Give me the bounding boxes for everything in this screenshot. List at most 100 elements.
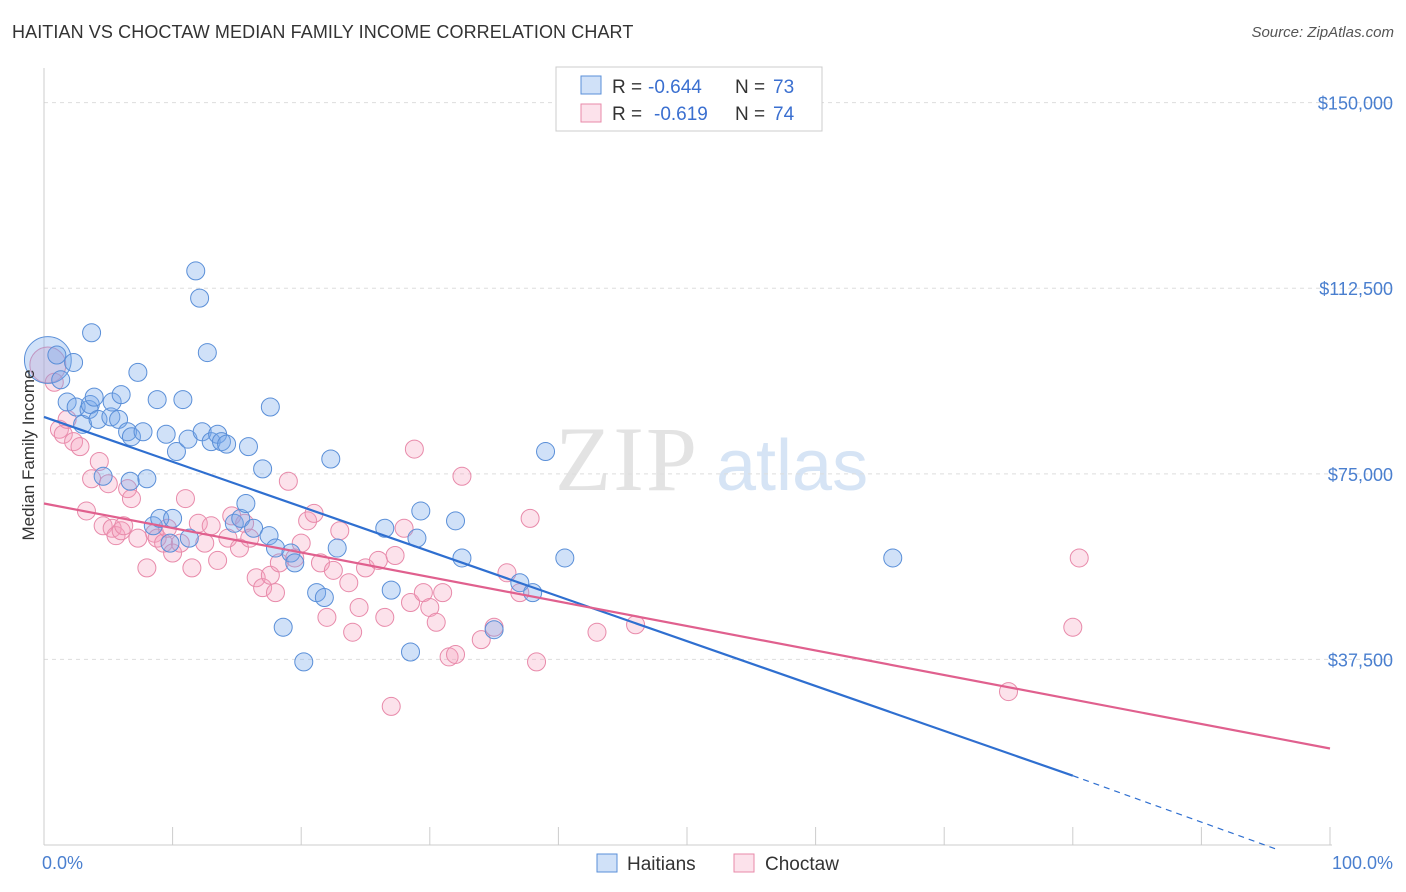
haitians-point-68 bbox=[536, 442, 556, 462]
haitians-point-20 bbox=[128, 362, 148, 382]
haitians-point-27 bbox=[160, 533, 180, 553]
haitians-point-4 bbox=[64, 352, 84, 372]
choctaw-point-25 bbox=[170, 533, 190, 553]
choctaw-point-50 bbox=[330, 521, 350, 541]
choctaw-point-18 bbox=[128, 528, 148, 548]
y-axis-label: Median Family Income bbox=[19, 369, 38, 540]
legend-r-value-haitians: -0.644 bbox=[648, 77, 702, 98]
trend-lines bbox=[43, 415, 1331, 851]
legend-swatch-haitians bbox=[580, 75, 602, 95]
haitians-point-70 bbox=[883, 548, 903, 568]
legend: R = -0.644 N = 73 R = -0.619 N = 74 bbox=[555, 66, 823, 132]
choctaw-point-15 bbox=[114, 516, 134, 536]
choctaw-point-69 bbox=[471, 630, 491, 650]
choctaw-point-27 bbox=[182, 558, 202, 578]
choctaw-point-30 bbox=[201, 516, 221, 536]
haitians-point-60 bbox=[401, 642, 421, 662]
y-tick-label-3: $150,000 bbox=[1318, 94, 1393, 114]
legend-swatch-choctaw bbox=[580, 103, 602, 123]
choctaw-point-9 bbox=[89, 451, 109, 471]
haitians-point-26 bbox=[156, 424, 176, 444]
choctaw-point-5 bbox=[64, 432, 84, 452]
legend-r-label-haitians: R = bbox=[612, 77, 642, 98]
series-choctaw bbox=[29, 346, 1089, 716]
haitians-point-13 bbox=[101, 407, 121, 427]
haitians-point-55 bbox=[314, 588, 334, 608]
haitians-point-37 bbox=[201, 432, 221, 452]
bottom-legend: Haitians Choctaw bbox=[596, 853, 839, 875]
choctaw-point-57 bbox=[381, 696, 401, 716]
choctaw-point-51 bbox=[339, 573, 359, 593]
haitians-point-44 bbox=[238, 437, 258, 457]
haitians-point-41 bbox=[224, 513, 244, 533]
haitians-point-40 bbox=[217, 434, 237, 454]
choctaw-point-68 bbox=[452, 466, 472, 486]
haitians-point-30 bbox=[173, 390, 193, 410]
haitians-point-42 bbox=[231, 508, 251, 528]
choctaw-point-79 bbox=[1069, 548, 1089, 568]
haitians-point-29 bbox=[166, 442, 186, 462]
haitians-point-63 bbox=[446, 511, 466, 531]
haitians-point-69 bbox=[555, 548, 575, 568]
choctaw-point-52 bbox=[343, 622, 363, 642]
choctaw-point-42 bbox=[278, 471, 298, 491]
haitians-trend-extension bbox=[1072, 775, 1279, 851]
haitians-point-58 bbox=[375, 518, 395, 538]
choctaw-point-21 bbox=[147, 528, 167, 548]
source-label: Source: ZipAtlas.com bbox=[1251, 24, 1394, 41]
haitians-point-33 bbox=[186, 261, 206, 281]
legend-n-label-haitians: N = bbox=[735, 77, 765, 98]
haitians-point-56 bbox=[321, 449, 341, 469]
haitians-point-52 bbox=[285, 553, 305, 573]
choctaw-point-73 bbox=[520, 508, 540, 528]
legend-r-value-choctaw: -0.619 bbox=[654, 104, 708, 125]
legend-box bbox=[555, 66, 823, 132]
series-haitians bbox=[23, 261, 903, 672]
haitians-point-45 bbox=[244, 518, 264, 538]
haitians-point-21 bbox=[133, 422, 153, 442]
haitians-point-16 bbox=[111, 385, 131, 405]
choctaw-point-45 bbox=[298, 511, 318, 531]
choctaw-point-74 bbox=[527, 652, 547, 672]
haitians-point-1 bbox=[47, 345, 67, 365]
haitians-point-64 bbox=[452, 548, 472, 568]
legend-n-value-haitians: 73 bbox=[773, 77, 794, 98]
haitians-point-47 bbox=[259, 526, 279, 546]
choctaw-point-78 bbox=[1063, 617, 1083, 637]
choctaw-point-40 bbox=[265, 583, 285, 603]
watermark-zip: ZIP bbox=[555, 408, 699, 510]
choctaw-point-16 bbox=[118, 479, 138, 499]
choctaw-point-37 bbox=[246, 568, 266, 588]
legend-r-label-choctaw: R = bbox=[612, 104, 642, 125]
choctaw-trend-line bbox=[43, 502, 1331, 750]
haitians-point-19 bbox=[121, 427, 141, 447]
haitians-point-32 bbox=[179, 528, 199, 548]
y-tick-label-2: $112,500 bbox=[1319, 279, 1393, 299]
haitians-point-18 bbox=[120, 471, 140, 491]
haitians-point-3 bbox=[57, 392, 77, 412]
choctaw-point-19 bbox=[137, 558, 157, 578]
haitians-point-39 bbox=[211, 432, 231, 452]
haitians-point-10 bbox=[84, 387, 104, 407]
haitians-point-43 bbox=[236, 494, 256, 514]
x-tick-label-max: 100.0% bbox=[1332, 853, 1393, 873]
haitians-point-9 bbox=[82, 323, 102, 343]
haitians-point-22 bbox=[137, 469, 157, 489]
haitians-point-28 bbox=[163, 508, 183, 528]
haitians-point-0 bbox=[23, 336, 72, 384]
haitians-point-62 bbox=[411, 501, 431, 521]
choctaw-point-34 bbox=[229, 538, 249, 558]
haitians-point-46 bbox=[253, 459, 273, 479]
choctaw-point-26 bbox=[175, 489, 195, 509]
choctaw-point-38 bbox=[253, 578, 273, 598]
choctaw-point-3 bbox=[53, 424, 73, 444]
haitians-point-59 bbox=[381, 580, 401, 600]
choctaw-point-49 bbox=[323, 560, 343, 580]
haitians-point-57 bbox=[327, 538, 347, 558]
choctaw-point-58 bbox=[385, 545, 405, 565]
choctaw-point-67 bbox=[446, 644, 466, 664]
haitians-point-36 bbox=[197, 343, 217, 363]
haitians-point-24 bbox=[147, 390, 167, 410]
choctaw-point-31 bbox=[208, 550, 228, 570]
